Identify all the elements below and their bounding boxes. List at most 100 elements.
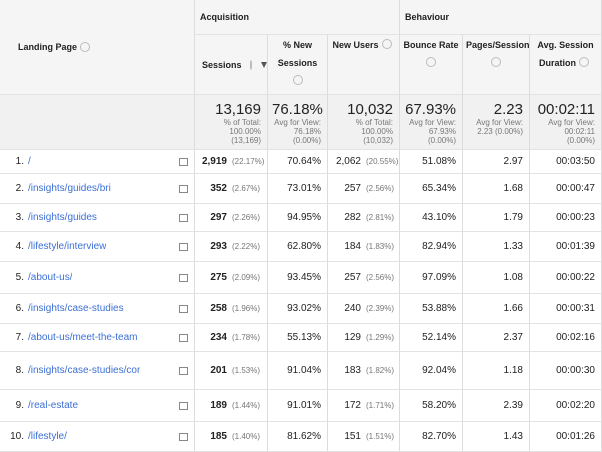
metric-percent: (2.26%) xyxy=(232,213,261,222)
open-page-icon[interactable] xyxy=(179,157,188,166)
metric-value: 2.97 xyxy=(503,156,523,167)
metric-cell: 81.62% xyxy=(268,422,328,452)
metric-value: 257 xyxy=(344,183,361,194)
page-link[interactable]: /lifestyle/interview xyxy=(28,241,107,252)
help-icon xyxy=(381,38,392,49)
metric-value: 81.62% xyxy=(287,431,321,442)
open-page-icon[interactable] xyxy=(179,242,188,251)
landing-page-cell: 1. / xyxy=(0,150,195,174)
metric-percent: (2.81%) xyxy=(366,213,395,222)
metric-value: 92.04% xyxy=(422,365,456,376)
column-header-cell[interactable]: % New Sessions xyxy=(268,35,328,95)
row-index: 5. xyxy=(15,272,24,283)
metric-cell: 2,919 (22.17%) xyxy=(195,150,268,174)
metric-cell: 1.68 xyxy=(463,174,530,204)
column-header-cell[interactable]: Sessions xyxy=(195,35,268,95)
totals-cell: 2.23 Avg for View: 2.23 (0.00%) xyxy=(463,95,530,150)
totals-cell: 67.93% Avg for View: 67.93% (0.00%) xyxy=(400,95,463,150)
page-link[interactable]: /insights/case-studies xyxy=(28,303,124,314)
metric-value: 1.68 xyxy=(503,183,523,194)
metric-cell: 65.34% xyxy=(400,174,463,204)
total-detail: 76.18% xyxy=(293,127,321,136)
metric-value: 275 xyxy=(210,272,227,283)
column-header: % New Sessions xyxy=(277,40,318,68)
total-detail: 2.23 (0.00%) xyxy=(477,127,523,136)
metric-percent: (1.51%) xyxy=(366,432,395,441)
page-link[interactable]: /insights/case-studies/cor xyxy=(28,365,140,376)
open-page-icon[interactable] xyxy=(179,184,188,193)
metric-cell: 183 (1.82%) xyxy=(328,352,400,390)
metric-percent: (20.55%) xyxy=(366,157,399,166)
metric-cell: 00:03:50 xyxy=(530,150,602,174)
metric-value: 2,062 xyxy=(335,156,361,167)
page-link[interactable]: /insights/guides xyxy=(28,212,97,223)
open-page-icon[interactable] xyxy=(179,333,188,342)
total-detail: Avg for View: xyxy=(274,118,321,127)
metric-value: 94.95% xyxy=(287,212,321,223)
metric-value: 00:00:31 xyxy=(556,303,595,314)
total-detail: (10,032) xyxy=(363,136,393,145)
metric-cell: 93.45% xyxy=(268,262,328,294)
total-value: 10,032 xyxy=(347,101,393,118)
landing-page-cell: 3. /insights/guides xyxy=(0,204,195,232)
page-link[interactable]: / xyxy=(28,156,31,167)
metric-cell: 297 (2.26%) xyxy=(195,204,268,232)
total-detail: Avg for View: xyxy=(476,118,523,127)
metric-value: 53.88% xyxy=(422,303,456,314)
metric-cell: 2,062 (20.55%) xyxy=(328,150,400,174)
metric-cell: 53.88% xyxy=(400,294,463,324)
metric-cell: 257 (2.56%) xyxy=(328,174,400,204)
metric-percent: (1.29%) xyxy=(366,333,395,342)
metric-cell: 94.95% xyxy=(268,204,328,232)
page-link[interactable]: /lifestyle/ xyxy=(28,431,67,442)
open-page-icon[interactable] xyxy=(179,213,188,222)
total-detail: Avg for View: xyxy=(409,118,456,127)
metric-value: 62.80% xyxy=(287,241,321,252)
metric-value: 234 xyxy=(210,332,227,343)
page-link[interactable]: /insights/guides/bri xyxy=(28,183,111,194)
page-link[interactable]: /about-us/ xyxy=(28,272,73,283)
metric-cell: 189 (1.44%) xyxy=(195,390,268,422)
metric-value: 00:00:22 xyxy=(556,272,595,283)
metric-value: 151 xyxy=(344,431,361,442)
row-index: 1. xyxy=(15,156,24,167)
total-detail: 67.93% xyxy=(428,127,456,136)
metric-value: 1.18 xyxy=(503,365,523,376)
metric-cell: 00:00:23 xyxy=(530,204,602,232)
open-page-icon[interactable] xyxy=(179,432,188,441)
column-header-cell[interactable]: Bounce Rate xyxy=(400,35,463,95)
metric-cell: 2.97 xyxy=(463,150,530,174)
open-page-icon[interactable] xyxy=(179,304,188,313)
landing-page-cell: 6. /insights/case-studies xyxy=(0,294,195,324)
page-link[interactable]: /real-estate xyxy=(28,400,79,411)
metric-cell: 73.01% xyxy=(268,174,328,204)
total-value: 2.23 xyxy=(493,101,523,118)
open-page-icon[interactable] xyxy=(179,366,188,375)
open-page-icon[interactable] xyxy=(179,401,188,410)
page-link[interactable]: /about-us/meet-the-team xyxy=(28,332,138,343)
open-page-icon[interactable] xyxy=(179,273,188,282)
metric-value: 55.13% xyxy=(287,332,321,343)
group-label: Behaviour xyxy=(405,12,450,22)
total-detail: 100.00% xyxy=(361,127,393,136)
metric-value: 201 xyxy=(210,365,227,376)
metric-cell: 201 (1.53%) xyxy=(195,352,268,390)
row-index: 4. xyxy=(15,241,24,252)
total-detail: 100.00% xyxy=(229,127,261,136)
row-index: 6. xyxy=(15,303,24,314)
column-header-cell[interactable]: Avg. Session Duration xyxy=(530,35,602,95)
metric-value: 73.01% xyxy=(287,183,321,194)
metric-cell: 43.10% xyxy=(400,204,463,232)
metric-value: 00:01:39 xyxy=(556,241,595,252)
metric-value: 00:02:20 xyxy=(556,400,595,411)
metric-cell: 184 (1.83%) xyxy=(328,232,400,262)
column-header-cell[interactable]: Pages/Session xyxy=(463,35,530,95)
metric-cell: 55.13% xyxy=(268,324,328,352)
landing-page-cell: 5. /about-us/ xyxy=(0,262,195,294)
column-header: Avg. Session Duration xyxy=(537,40,594,68)
row-index: 7. xyxy=(15,332,24,343)
column-header-cell[interactable]: New Users xyxy=(328,35,400,95)
help-icon xyxy=(249,59,252,70)
total-detail: 00:02:11 xyxy=(564,127,595,136)
metric-percent: (1.71%) xyxy=(366,401,395,410)
